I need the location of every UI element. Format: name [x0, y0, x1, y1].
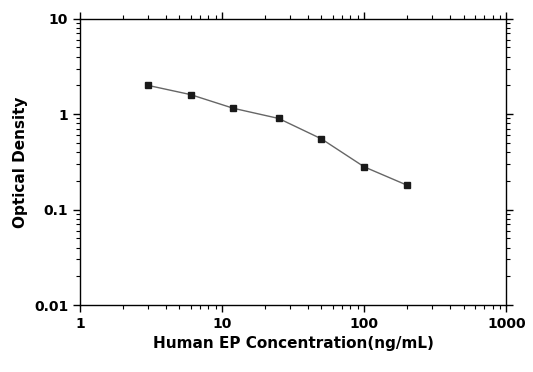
- X-axis label: Human EP Concentration(ng/mL): Human EP Concentration(ng/mL): [153, 336, 433, 352]
- Y-axis label: Optical Density: Optical Density: [13, 96, 28, 228]
